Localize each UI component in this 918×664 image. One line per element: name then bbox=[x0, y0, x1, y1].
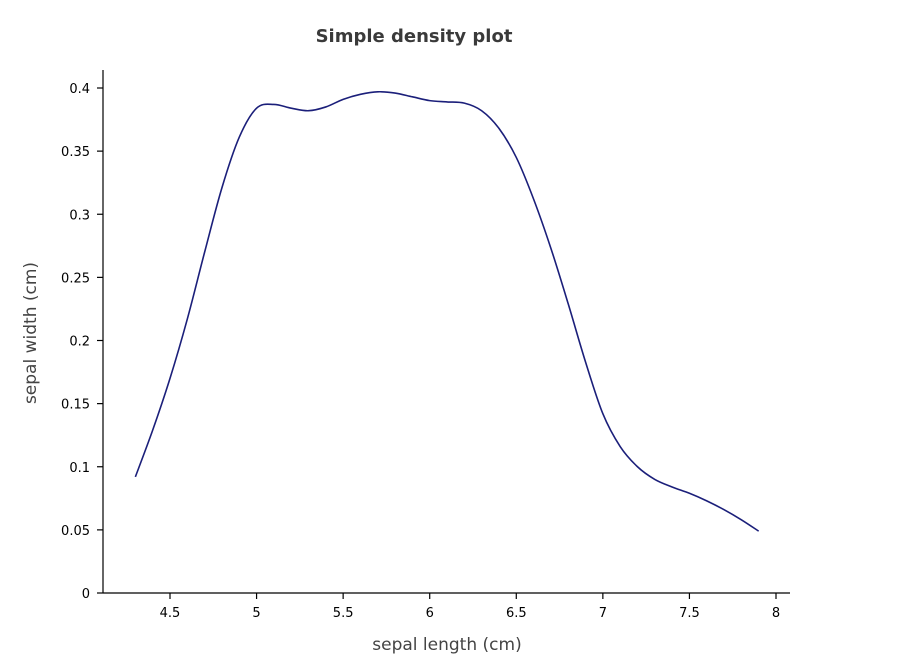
y-axis-label: sepal width (cm) bbox=[21, 262, 41, 404]
density-line bbox=[134, 90, 760, 532]
x-tick-label: 7.5 bbox=[679, 606, 700, 621]
x-tick-label: 6 bbox=[426, 606, 434, 621]
x-axis-ticks: 4.5 5 5.5 6 6.5 7 7.5 8 bbox=[160, 593, 780, 621]
y-axis-ticks: 0 0.05 0.1 0.15 0.2 0.25 0.3 0.35 0.4 bbox=[61, 82, 103, 602]
plot-area bbox=[134, 90, 760, 532]
x-tick-label: 5.5 bbox=[333, 606, 354, 621]
y-tick-label: 0 bbox=[82, 587, 90, 602]
x-tick-label: 7 bbox=[599, 606, 607, 621]
y-tick-label: 0.25 bbox=[61, 271, 90, 286]
y-tick-label: 0.3 bbox=[69, 208, 90, 223]
y-tick-label: 0.1 bbox=[69, 461, 90, 476]
y-tick-label: 0.2 bbox=[69, 335, 90, 350]
x-tick-label: 4.5 bbox=[160, 606, 181, 621]
y-tick-label: 0.05 bbox=[61, 524, 90, 539]
y-tick-label: 0.15 bbox=[61, 398, 90, 413]
x-tick-label: 6.5 bbox=[506, 606, 527, 621]
x-tick-label: 5 bbox=[252, 606, 260, 621]
axes bbox=[102, 70, 790, 594]
chart-title: Simple density plot bbox=[316, 26, 513, 47]
y-tick-label: 0.4 bbox=[69, 82, 90, 97]
x-axis-label: sepal length (cm) bbox=[372, 635, 521, 655]
x-tick-label: 8 bbox=[772, 606, 780, 621]
y-tick-label: 0.35 bbox=[61, 145, 90, 160]
